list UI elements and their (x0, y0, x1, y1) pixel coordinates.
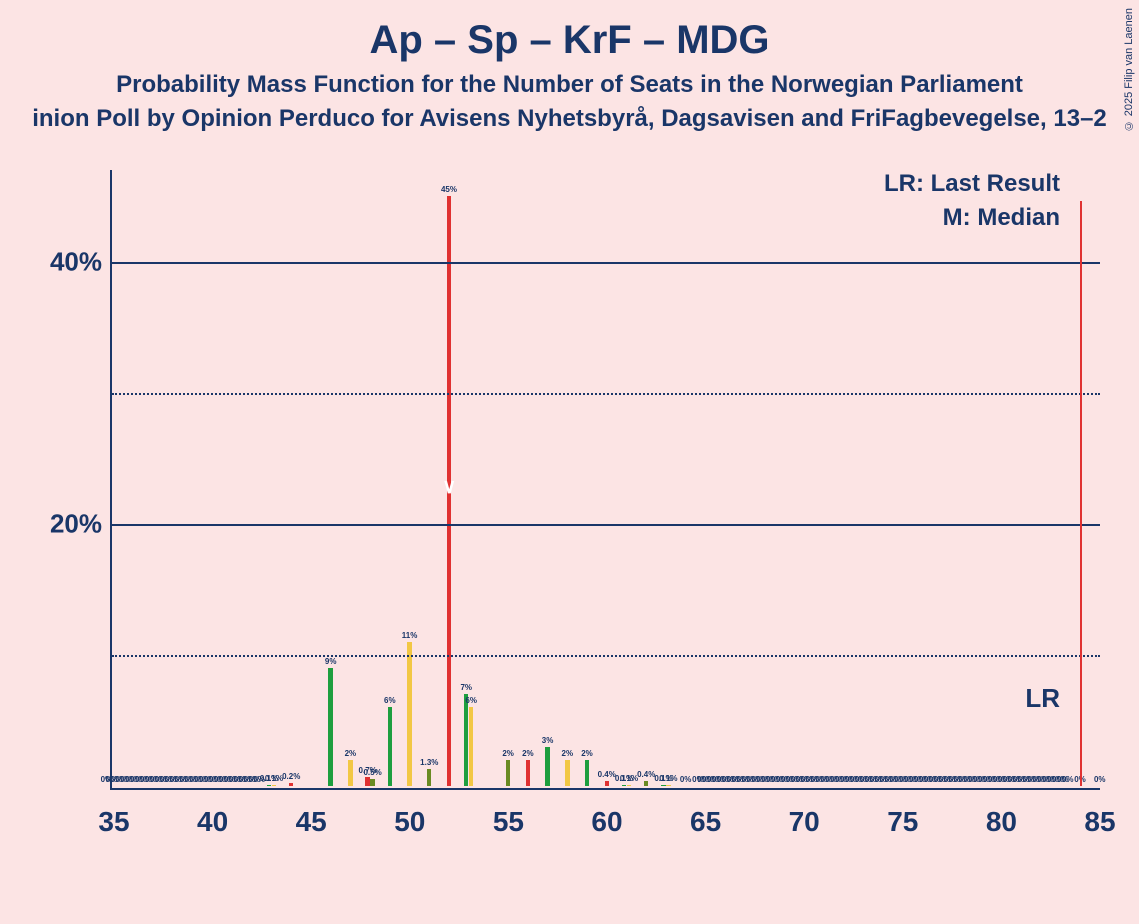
bar-value-label: 0.2% (282, 772, 300, 781)
x-axis-label: 65 (690, 806, 721, 838)
x-axis-label: 75 (887, 806, 918, 838)
bar (469, 707, 473, 786)
x-axis-label: 40 (197, 806, 228, 838)
last-result-line (1080, 201, 1082, 786)
bar-value-label: 2% (345, 749, 357, 758)
bar-value-label: 0% (680, 775, 692, 784)
bar (545, 747, 549, 786)
bar-value-label: 1.3% (420, 758, 438, 767)
bar-value-label: 9% (325, 657, 337, 666)
gridline-minor (112, 393, 1100, 395)
bar-value-label: 6% (384, 696, 396, 705)
bar-value-label: 2% (562, 749, 574, 758)
bar (666, 785, 670, 786)
bar-value-label: 0.1% (659, 774, 677, 783)
bar-value-label: 0.5% (363, 768, 381, 777)
x-axis-label: 55 (493, 806, 524, 838)
chart-area: LR: Last Result M: Median 0%0%0%0%0%0%0%… (110, 170, 1100, 870)
gridline-major (112, 262, 1100, 264)
chart-title: Ap – Sp – KrF – MDG (0, 18, 1139, 63)
bar (348, 760, 352, 786)
bar-value-label: 2% (522, 749, 534, 758)
bar-value-label: 0.4% (637, 770, 655, 779)
bar-value-label: 2% (581, 749, 593, 758)
bar-value-label: 11% (402, 631, 418, 640)
bar (644, 781, 648, 786)
copyright-text: © 2025 Filip van Laenen (1123, 8, 1135, 131)
x-axis-label: 50 (394, 806, 425, 838)
chart-subtitle-1: Probability Mass Function for the Number… (0, 71, 1139, 99)
bar (388, 707, 392, 786)
bar-value-label: 2% (502, 749, 514, 758)
bar (272, 785, 276, 786)
bar (328, 668, 332, 786)
bar (407, 642, 411, 786)
gridline-minor (112, 655, 1100, 657)
x-axis-label: 45 (296, 806, 327, 838)
y-axis-label: 40% (37, 246, 102, 277)
bar (427, 769, 431, 786)
bar (622, 785, 626, 786)
chart-subtitle-2: inion Poll by Opinion Perduco for Avisen… (0, 105, 1139, 133)
last-result-label: LR (1025, 683, 1060, 714)
bar (661, 785, 665, 786)
x-axis-label: 70 (789, 806, 820, 838)
bar-value-label: 0% (1094, 775, 1106, 784)
plot-area: 0%0%0%0%0%0%0%0%0%0%0%0%0%0%0%0%0%0%0%0%… (110, 170, 1100, 790)
bar-value-label: 3% (542, 736, 554, 745)
x-axis-label: 35 (98, 806, 129, 838)
bar (370, 779, 374, 786)
bar-value-label: 0.4% (598, 770, 616, 779)
bar (585, 760, 589, 786)
bar (565, 760, 569, 786)
bar (605, 781, 609, 786)
bar (506, 760, 510, 786)
bar (464, 694, 468, 786)
gridline-major (112, 524, 1100, 526)
x-axis-label: 60 (591, 806, 622, 838)
y-axis-label: 20% (37, 508, 102, 539)
bar (289, 783, 293, 786)
median-marker: ∨ (443, 474, 455, 500)
bar-value-label: 0.1% (265, 774, 283, 783)
x-axis-label: 80 (986, 806, 1017, 838)
bar (267, 785, 271, 786)
x-axis-label: 85 (1084, 806, 1115, 838)
bar-value-label: 45% (441, 185, 457, 194)
bar-value-label: 7% (460, 683, 472, 692)
bar-value-label: 6% (465, 696, 477, 705)
bar (627, 785, 631, 786)
bar (365, 777, 369, 786)
bar (526, 760, 530, 786)
bar-value-label: 0.1% (620, 774, 638, 783)
